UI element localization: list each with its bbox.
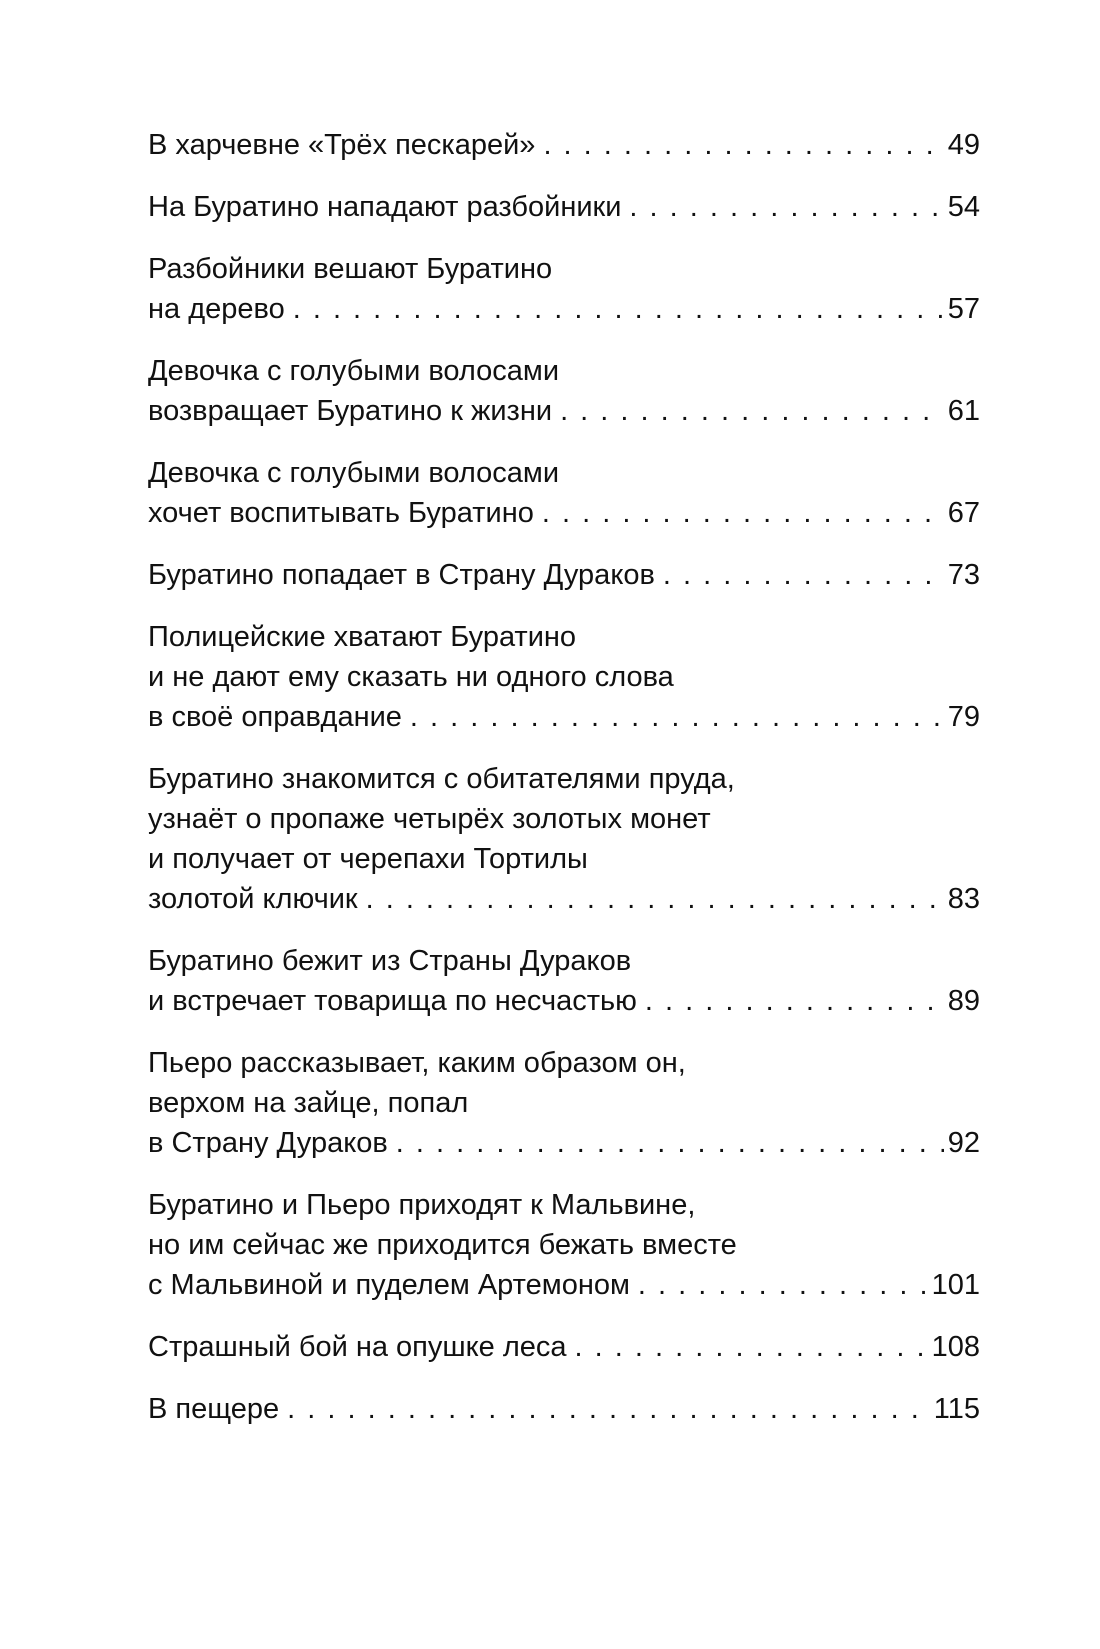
toc-entry-title-line: но им сейчас же приходится бежать вместе — [148, 1229, 737, 1261]
dot-leader — [629, 187, 943, 227]
toc-page-number: 73 — [947, 559, 980, 591]
toc-entry: Девочка с голубыми волосами хочет воспит… — [148, 453, 980, 533]
toc-page-number: 83 — [947, 883, 980, 915]
toc-entry-last-line: хочет воспитывать Буратино 67 — [148, 493, 980, 533]
toc-entry-title-line: Буратино знакомится с обитателями пруда, — [148, 763, 735, 795]
dot-leader — [410, 697, 944, 737]
toc-entry-title-line: с Мальвиной и пуделем Артемоном — [148, 1269, 630, 1301]
toc-entry-title: Страшный бой на опушке леса — [148, 1331, 567, 1363]
toc-entry-title-line: узнаёт о пропаже четырёх золотых монет — [148, 803, 711, 835]
toc-entry-title-line: Полицейские хватают Буратино — [148, 621, 577, 653]
dot-leader — [293, 289, 944, 329]
toc-entry-last-line: золотой ключик 83 — [148, 879, 980, 919]
toc-page-number: 57 — [947, 293, 980, 325]
toc-entry: Буратино попадает в Страну Дураков 73 — [148, 555, 980, 595]
toc-entry-title-line: золотой ключик — [148, 883, 358, 915]
dot-leader — [575, 1327, 928, 1367]
toc-entry-last-line: В харчевне «Трёх пескарей» 49 — [148, 125, 980, 165]
toc-entry-last-line: на дерево 57 — [148, 289, 980, 329]
toc-page-number: 79 — [947, 701, 980, 733]
toc-page-number: 115 — [933, 1393, 980, 1425]
dot-leader — [542, 493, 944, 533]
toc-entry-last-line: Буратино попадает в Страну Дураков 73 — [148, 555, 980, 595]
dot-leader — [645, 981, 944, 1021]
toc-entry-title-line: Буратино бежит из Страны Дураков — [148, 945, 632, 977]
toc-entry-title-line: в своё оправдание — [148, 701, 402, 733]
toc-entry-title: Буратино попадает в Страну Дураков — [148, 559, 655, 591]
toc-page-number: 108 — [931, 1331, 980, 1363]
toc-entry-title: В харчевне «Трёх пескарей» — [148, 129, 536, 161]
toc-entry-last-line: Страшный бой на опушке леса 108 — [148, 1327, 980, 1367]
toc-page-number: 89 — [947, 985, 980, 1017]
toc-entry-title-line: Пьеро рассказывает, каким образом он, — [148, 1047, 686, 1079]
toc-entry: Пьеро рассказывает, каким образом он, ве… — [148, 1043, 980, 1163]
toc-entry-title-line: на дерево — [148, 293, 285, 325]
toc-entry-title-line: и не дают ему сказать ни одного слова — [148, 661, 674, 693]
toc-entry-title-line: хочет воспитывать Буратино — [148, 497, 534, 529]
toc-entry-last-line: в своё оправдание 79 — [148, 697, 980, 737]
toc-entry: Страшный бой на опушке леса 108 — [148, 1327, 980, 1367]
toc-entry: Полицейские хватают Буратино и не дают е… — [148, 617, 980, 737]
toc-entry: Девочка с голубыми волосами возвращает Б… — [148, 351, 980, 431]
toc-entry-title-line: в Страну Дураков — [148, 1127, 388, 1159]
toc-entry-last-line: В пещере 115 — [148, 1389, 980, 1429]
toc-entry: Буратино знакомится с обитателями пруда,… — [148, 759, 980, 919]
dot-leader — [366, 879, 944, 919]
toc-page-number: 61 — [947, 395, 980, 427]
toc-entry-title-line: Девочка с голубыми волосами — [148, 355, 560, 387]
dot-leader — [543, 125, 943, 165]
dot-leader — [396, 1123, 944, 1163]
toc-entry: В харчевне «Трёх пескарей» 49 — [148, 125, 980, 165]
toc-entry-last-line: и встречает товарища по несчастью 89 — [148, 981, 980, 1021]
dot-leader — [663, 555, 944, 595]
toc-entry-title-line: Разбойники вешают Буратино — [148, 253, 553, 285]
toc-entry-title-line: и получает от черепахи Тортилы — [148, 843, 588, 875]
toc-page-number: 67 — [947, 497, 980, 529]
toc-entry-last-line: с Мальвиной и пуделем Артемоном 101 — [148, 1265, 980, 1305]
toc-entry-title-line: Буратино и Пьеро приходят к Мальвине, — [148, 1189, 696, 1221]
toc-entry-last-line: На Буратино нападают разбойники 54 — [148, 187, 980, 227]
toc-entry: Буратино и Пьеро приходят к Мальвине, но… — [148, 1185, 980, 1305]
toc-entry-title-line: верхом на зайце, попал — [148, 1087, 469, 1119]
toc-entry-title-line: и встречает товарища по несчастью — [148, 985, 637, 1017]
toc-entry-last-line: в Страну Дураков 92 — [148, 1123, 980, 1163]
toc-entry: Разбойники вешают Буратино на дерево 57 — [148, 249, 980, 329]
toc-entry-title-line: Девочка с голубыми волосами — [148, 457, 560, 489]
toc-page-number: 101 — [931, 1269, 980, 1301]
table-of-contents: В харчевне «Трёх пескарей» 49 На Буратин… — [148, 125, 980, 1451]
toc-page-number: 54 — [947, 191, 980, 223]
toc-entry-title: В пещере — [148, 1393, 280, 1425]
toc-entry-last-line: возвращает Буратино к жизни 61 — [148, 391, 980, 431]
toc-page-number: 92 — [947, 1127, 980, 1159]
toc-entry: В пещере 115 — [148, 1389, 980, 1429]
dot-leader — [560, 391, 944, 431]
dot-leader — [287, 1389, 930, 1429]
toc-entry: На Буратино нападают разбойники 54 — [148, 187, 980, 227]
toc-entry: Буратино бежит из Страны Дураков и встре… — [148, 941, 980, 1021]
dot-leader — [638, 1265, 928, 1305]
toc-page-number: 49 — [947, 129, 980, 161]
toc-entry-title: На Буратино нападают разбойники — [148, 191, 622, 223]
toc-entry-title-line: возвращает Буратино к жизни — [148, 395, 553, 427]
